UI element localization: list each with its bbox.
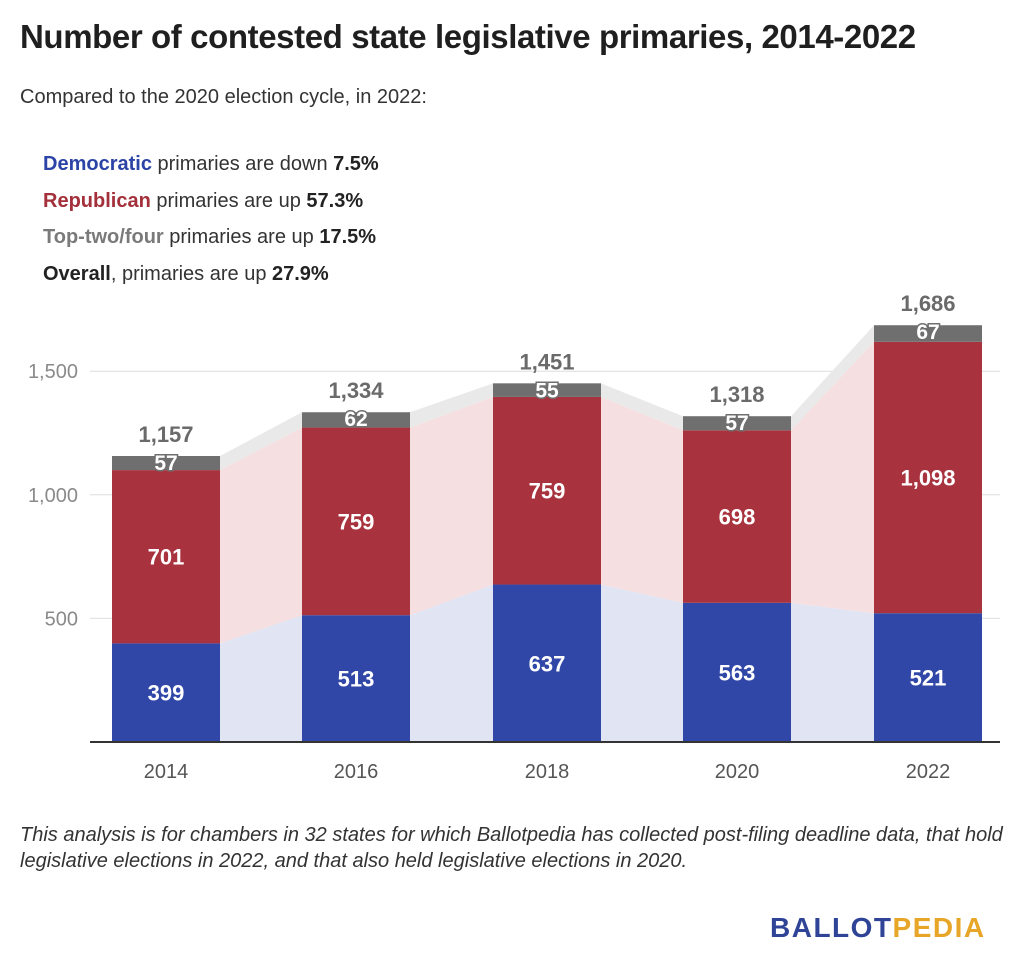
bar-republican [112,470,220,644]
logo-part-pedia: PEDIA [892,912,986,943]
bar-republican [493,396,601,585]
bar-value-label: 759 [338,509,375,534]
x-tick-label: 2020 [715,761,760,783]
connector-area-republican [220,427,302,644]
summary-party: Democratic [43,153,152,175]
bar-top-two-four [874,325,982,342]
summary-row-overall: Overall, primaries are up 27.9% [43,256,379,293]
y-tick-label: 1,500 [28,361,78,383]
y-tick-label: 500 [45,608,78,630]
bar-value-label: 62 [344,408,367,431]
summary-pct: 17.5% [319,226,377,248]
summary-row-republican: Republican primaries are up 57.3% [43,183,379,220]
total-label: 1,686 [900,291,955,316]
bar-value-label: 513 [338,667,375,692]
connector-area-democratic [410,584,493,742]
summary-list: Democratic primaries are down 7.5% Repub… [43,146,379,292]
bar-republican [683,430,791,603]
summary-text: , primaries are up [110,262,272,285]
connector-area-top-two-four [791,325,874,431]
footnote: This analysis is for chambers in 32 stat… [20,824,1003,872]
total-label: 1,157 [138,422,193,447]
bar-top-two-four [493,383,601,397]
bar-value-label: 57 [725,412,748,435]
total-label: 1,451 [519,349,574,374]
x-tick-label: 2014 [144,761,189,783]
bar-top-two-four [302,412,410,428]
bar-republican [874,341,982,614]
bar-top-two-four [112,456,220,471]
bar-democratic [112,643,220,742]
summary-row-democratic: Democratic primaries are down 7.5% [43,146,379,183]
connector-area-democratic [220,615,302,742]
connector-area-democratic [791,602,874,742]
bar-value-label: 563 [719,660,756,685]
logo-part-ballot: BALLOT [770,912,893,943]
connector-area-republican [791,341,874,614]
connector-area-top-two-four [601,383,683,431]
bar-value-label: 55 [535,379,559,402]
bar-value-label: 759 [529,479,566,504]
summary-pct: 7.5% [333,153,379,175]
bar-value-label: 1,098 [900,466,955,491]
bar-value-label: 521 [910,666,947,691]
x-tick-label: 2018 [525,761,570,783]
connector-area-top-two-four [410,383,493,428]
bar-value-label: 637 [529,651,566,676]
bar-top-two-four [683,416,791,431]
summary-pct: 27.9% [272,262,329,285]
connector-area-democratic [601,584,683,742]
total-label: 1,318 [709,382,764,407]
bar-republican [302,427,410,616]
bar-value-label: 67 [916,321,939,344]
connector-area-republican [601,396,683,603]
bar-democratic [874,613,982,742]
chart-title: Number of contested state legislative pr… [20,18,916,55]
summary-party: Republican [43,189,151,212]
x-tick-label: 2016 [334,761,379,783]
stacked-bar-chart: 500 1,000 1,500 399 701 57 1,157 2014 513 759 62 1,… [28,291,1000,783]
summary-row-top-two: Top-two/four primaries are up 17.5% [43,219,379,256]
connector-area-top-two-four [220,412,302,471]
summary-text: primaries are down [151,153,334,175]
bar-value-label: 698 [719,505,756,530]
ballotpedia-logo: BALLOTPEDIA [770,912,986,944]
chart-subtitle: Compared to the 2020 election cycle, in … [20,86,427,108]
bar-value-label: 57 [154,452,177,475]
summary-party: Overall [43,262,111,285]
total-label: 1,334 [328,378,384,403]
y-tick-label: 1,000 [28,485,78,507]
x-tick-label: 2022 [906,761,951,783]
bar-democratic [493,584,601,742]
bar-democratic [302,615,410,742]
summary-party: Top-two/four [43,226,164,248]
bar-value-label: 399 [148,681,185,706]
summary-pct: 57.3% [306,189,364,212]
bar-democratic [683,602,791,742]
connector-area-republican [410,396,493,616]
summary-text: primaries are up [150,189,307,212]
bar-value-label: 701 [148,545,185,570]
summary-text: primaries are up [163,226,320,248]
